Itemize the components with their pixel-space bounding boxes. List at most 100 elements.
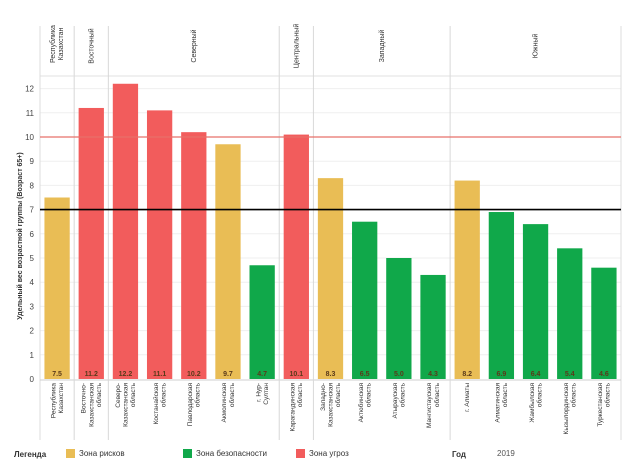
bar-value-label: 4.3 — [428, 371, 438, 378]
region-label: Республика — [49, 25, 57, 63]
x-tick-label: Западно- Казахстанская область — [320, 382, 342, 426]
x-tick-label: г. Нур- Султан — [255, 383, 270, 405]
x-tick-label-line: область — [194, 382, 202, 407]
x-tick-label-line: Карагандинская — [290, 383, 297, 432]
bar-value-label: 6.4 — [531, 371, 541, 378]
x-tick-label-line: Казахстан — [58, 383, 65, 414]
x-tick-label-line: область — [129, 382, 137, 407]
legend-item-risk[interactable]: Зона рисков — [66, 449, 125, 458]
x-tick-label-line: Мангистауская — [426, 383, 433, 428]
y-tick-label: 8 — [30, 181, 35, 190]
bar-value-label: 10.1 — [290, 371, 304, 378]
x-tick-label-line: Северо- — [115, 383, 122, 408]
x-tick-label: Павлодарская область — [187, 382, 202, 426]
bar — [249, 265, 275, 379]
x-tick-label-line: Костанайская — [152, 383, 160, 425]
x-tick-label: Северо- Казахстанская область — [115, 382, 137, 426]
bar — [454, 180, 480, 379]
x-tick-label-line: Казахстанская — [328, 383, 335, 427]
bars — [44, 83, 617, 380]
x-tick-label-line: область — [604, 382, 612, 407]
year-label: Год — [452, 450, 466, 459]
y-tick-label: 4 — [30, 278, 35, 287]
x-tick-label-line: область — [399, 382, 407, 407]
bar-value-label: 4.6 — [599, 371, 609, 378]
bar-value-label: 6.5 — [360, 371, 370, 378]
x-tick-label-line: Кызылординская — [563, 383, 570, 435]
bar-value-label: 9.7 — [223, 371, 233, 378]
x-tick-label: Акмолинская область — [221, 382, 236, 422]
y-tick-label: 1 — [30, 351, 35, 360]
y-tick-label: 9 — [30, 157, 35, 166]
bar-value-label: 12.2 — [119, 371, 133, 378]
x-tick-label: Жамбылская область — [528, 382, 544, 422]
legend-swatch-threat — [296, 449, 305, 458]
legend-item-safe[interactable]: Зона безопасности — [183, 449, 267, 458]
bar — [352, 221, 378, 379]
region-label: Восточный — [87, 28, 95, 63]
x-tick-label: Республика Казахстан — [49, 383, 65, 419]
bar — [522, 224, 549, 379]
legend-title: Легенда — [14, 450, 47, 459]
y-tick-label: 12 — [25, 85, 34, 94]
region-label: Казахстан — [58, 27, 65, 60]
y-tick-label: 7 — [30, 206, 35, 215]
y-tick-label: 6 — [30, 230, 35, 239]
bar-value-label: 7.5 — [52, 371, 62, 378]
region-header: Северный — [190, 29, 198, 62]
bar-value-label: 6.9 — [497, 371, 507, 378]
y-tick-label: 0 — [30, 375, 35, 384]
bar — [78, 107, 104, 380]
y-tick-label: 11 — [26, 109, 35, 118]
bar-value-label: 11.2 — [85, 371, 98, 378]
x-tick-label-line: Актюбинская — [357, 383, 365, 423]
region-label: Западный — [378, 30, 386, 63]
x-tick-label-line: область — [228, 382, 236, 407]
year-value[interactable]: 2019 — [497, 449, 515, 458]
x-tick-label-line: область — [95, 382, 103, 407]
legend-label-threat: Зона угроз — [309, 449, 349, 458]
x-tick-label-line: область — [570, 382, 578, 407]
region-header: Западный — [378, 30, 386, 63]
reference-lines — [40, 136, 621, 211]
x-tick-label: Карагандинская область — [290, 382, 305, 431]
bar — [44, 197, 70, 379]
bar — [420, 274, 446, 379]
bar — [557, 248, 583, 379]
x-tick-label-line: область — [364, 382, 372, 407]
y-tick-label: 2 — [30, 327, 35, 336]
bar — [283, 134, 309, 379]
bar-value-label: 4.7 — [257, 371, 267, 378]
y-axis-title: Удельный вес возрастной группы (Возраст … — [16, 152, 24, 319]
y-tick-label: 3 — [30, 302, 35, 311]
x-tick-label: Кызылординская область — [563, 382, 578, 434]
x-tick-label-line: Туркестанская — [597, 383, 604, 427]
x-tick-label-line: область — [433, 382, 441, 407]
x-tick-label-line: область — [334, 382, 342, 407]
legend-swatch-safe — [183, 449, 192, 458]
x-tick-label-line: Казахстанская — [122, 383, 129, 427]
region-label: Центральный — [292, 24, 300, 69]
bar-value-label: 11.1 — [153, 371, 166, 378]
legend-item-threat[interactable]: Зона угроз — [296, 449, 349, 458]
legend: Легенда Зона рисков Зона безопасности Зо… — [0, 446, 627, 464]
x-tick-label: Алматинская область — [495, 382, 510, 422]
x-tick-label: Костанайская область — [152, 382, 168, 424]
bar — [317, 178, 344, 379]
region-headers: Республика Казахстан Восточный Северный Цент… — [49, 24, 540, 440]
x-tick-label-line: г. Нур- — [255, 383, 262, 402]
region-header: Центральный — [292, 24, 300, 69]
x-tick-label-line: Восточно- — [81, 383, 88, 413]
x-tick-label-line: Западно- — [320, 383, 327, 411]
bar — [386, 258, 412, 379]
x-tick-label: Восточно- Казахстанская область — [81, 382, 103, 426]
bar-value-label: 5.0 — [394, 371, 404, 378]
region-header: Южный — [532, 34, 540, 59]
x-tick-label-line: область — [535, 382, 543, 407]
x-tick-label-line: Алматинская — [495, 383, 502, 423]
x-tick-label-line: область — [296, 382, 304, 407]
x-tick-label-line: г. Алматы — [464, 383, 471, 412]
legend-label-safe: Зона безопасности — [196, 449, 267, 458]
y-tick-label: 5 — [30, 254, 35, 263]
